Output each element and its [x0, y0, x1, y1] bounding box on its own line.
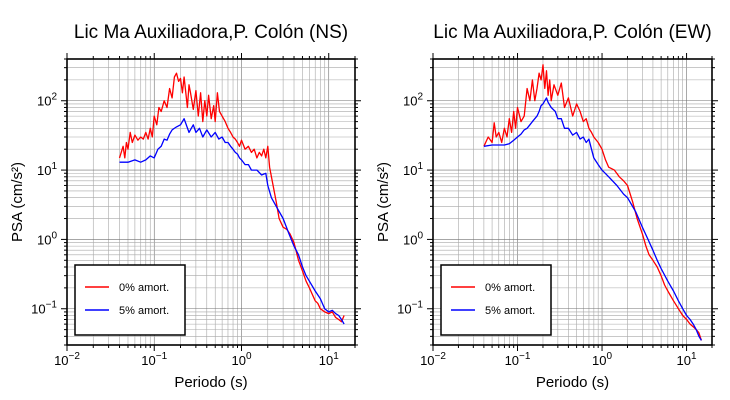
y-tick-label: 10−1: [397, 300, 423, 317]
y-tick-label: 100: [403, 230, 423, 247]
chart-title: Lic Ma Auxiliadora,P. Colón (EW): [433, 22, 711, 43]
legend-label-0: 0% amort.: [119, 282, 169, 294]
series-group: [118, 72, 345, 325]
series-line-1: [483, 97, 702, 341]
x-axis-label: Periodo (s): [536, 374, 609, 391]
y-tick-label: 101: [37, 161, 57, 178]
x-tick-label: 101: [319, 351, 339, 368]
legend-label-0: 0% amort.: [485, 282, 535, 294]
y-tick-label: 100: [37, 230, 57, 247]
y-axis-label: PSA (cm/s²): [9, 162, 26, 242]
y-tick-label: 10−1: [31, 300, 57, 317]
series-line-0: [483, 64, 703, 341]
x-tick-label: 10−2: [420, 351, 446, 368]
series-line-1: [119, 118, 345, 325]
y-tick-label: 102: [403, 92, 423, 109]
x-tick-label: 101: [677, 351, 697, 368]
legend-box: [440, 264, 552, 336]
y-tick-label: 102: [37, 92, 57, 109]
x-axis-label: Periodo (s): [174, 374, 247, 391]
grid-lines: [66, 58, 356, 346]
chart-panel-0: 10−2 10−1 100 101 10−1 100 101 102 Lic Ma Auxili…: [9, 22, 361, 391]
plot-frame: [432, 58, 713, 346]
series-group: [483, 64, 703, 341]
x-tick-label: 100: [231, 351, 251, 368]
x-tick-label: 10−1: [141, 351, 167, 368]
legend-label-1: 5% amort.: [119, 305, 169, 317]
chart-title: Lic Ma Auxiliadora,P. Colón (NS): [74, 22, 348, 43]
legend: 0% amort. 5% amort.: [440, 264, 552, 336]
y-axis-label: PSA (cm/s²): [375, 162, 392, 242]
legend: 0% amort. 5% amort.: [74, 264, 186, 336]
legend-label-1: 5% amort.: [485, 305, 535, 317]
series-line-0: [118, 72, 345, 323]
y-tick-label: 101: [403, 161, 423, 178]
legend-box: [74, 264, 186, 336]
plot-frame: [66, 58, 356, 346]
x-tick-label: 10−1: [505, 351, 531, 368]
x-tick-label: 100: [592, 351, 612, 368]
x-tick-label: 10−2: [54, 351, 80, 368]
chart-panel-1: 10−2 10−1 100 101 10−1 100 101 102 Lic Ma Auxili…: [375, 22, 718, 391]
